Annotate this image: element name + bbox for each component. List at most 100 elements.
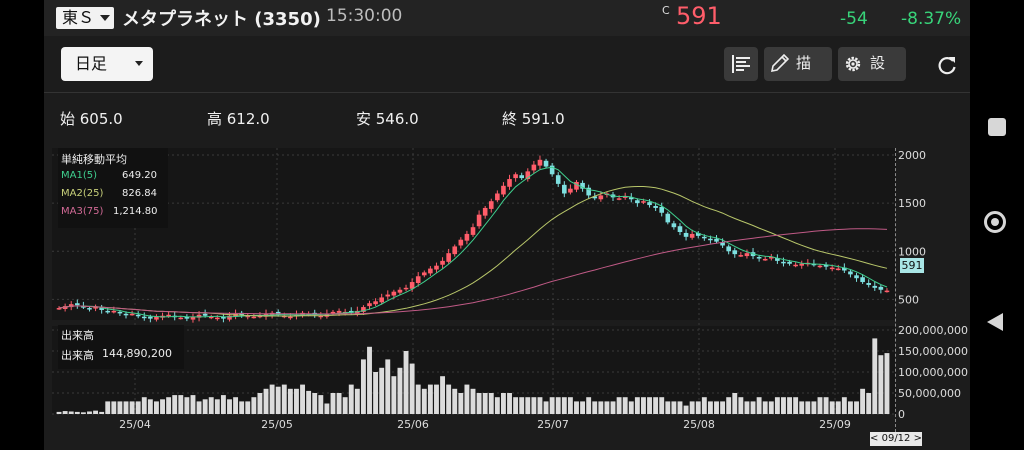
candle-body bbox=[817, 265, 823, 268]
volume-bar bbox=[306, 390, 312, 414]
volume-bar bbox=[720, 401, 726, 414]
candle-body bbox=[227, 315, 232, 320]
volume-bar bbox=[823, 397, 829, 414]
candle-body bbox=[99, 308, 104, 310]
chevron-down-icon bbox=[135, 61, 143, 66]
volume-bar bbox=[860, 388, 866, 414]
candle-body bbox=[93, 307, 98, 309]
volume-bar bbox=[464, 384, 470, 414]
candle-body bbox=[123, 313, 129, 316]
draw-button[interactable]: 描画 bbox=[764, 47, 832, 81]
candle-body bbox=[787, 261, 792, 264]
candle-body bbox=[428, 268, 433, 274]
back-icon[interactable] bbox=[987, 313, 1003, 331]
volume-bar bbox=[281, 384, 287, 414]
ma1-line bbox=[58, 166, 888, 318]
volume-bar bbox=[604, 401, 610, 414]
price-chart[interactable]: 25/04 25/05 25/06 25/07 25/08 25/09 500 1000 150… bbox=[44, 0, 970, 450]
candle-body bbox=[464, 233, 470, 241]
volume-bar bbox=[379, 367, 385, 414]
candle-body bbox=[562, 184, 567, 194]
volume-bar bbox=[525, 397, 531, 414]
candle-body bbox=[476, 214, 482, 227]
refresh-icon[interactable] bbox=[936, 54, 958, 76]
volume-bar bbox=[342, 397, 348, 414]
ma3-value: 1,214.80 bbox=[113, 206, 158, 217]
volume-bar bbox=[245, 401, 251, 414]
pencil-icon bbox=[770, 53, 790, 73]
candle-body bbox=[823, 264, 829, 267]
volume-bar bbox=[494, 397, 500, 414]
candle-body bbox=[330, 311, 336, 314]
candle-body bbox=[379, 297, 384, 303]
candle-body bbox=[884, 290, 890, 293]
date-cursor-tag[interactable]: < 09/12 > bbox=[870, 432, 922, 446]
volume-bar bbox=[549, 397, 555, 414]
candle-body bbox=[811, 263, 817, 266]
candle-body bbox=[166, 314, 171, 317]
y-tick-label: 0 bbox=[898, 408, 905, 421]
candle-body bbox=[318, 315, 324, 318]
volume-label: 出来高 bbox=[61, 349, 94, 362]
candle-body bbox=[501, 185, 506, 195]
volume-bar bbox=[500, 393, 506, 414]
y-tick-label: 1000 bbox=[898, 245, 926, 258]
y-tick-label: 100,000,000 bbox=[898, 366, 968, 379]
volume-bar bbox=[415, 384, 421, 414]
candle-body bbox=[768, 257, 774, 259]
x-tick-label: 25/05 bbox=[261, 418, 293, 431]
candle-body bbox=[105, 310, 111, 313]
candle-body bbox=[574, 181, 579, 190]
candle-body bbox=[628, 197, 634, 200]
home-icon[interactable] bbox=[984, 211, 1006, 233]
settings-button[interactable]: 設定 bbox=[838, 47, 906, 81]
volume-bar bbox=[829, 401, 835, 414]
ohlc-low: 安 546.0 bbox=[356, 110, 419, 128]
x-tick-label: 25/07 bbox=[537, 418, 569, 431]
price-change-percent: -8.37% bbox=[901, 9, 962, 29]
candle-body bbox=[695, 232, 701, 236]
volume-bar bbox=[93, 410, 99, 414]
volume-bar bbox=[592, 401, 598, 414]
volume-bar bbox=[220, 395, 226, 414]
volume-bar bbox=[470, 388, 476, 414]
volume-bar bbox=[616, 397, 622, 414]
recent-apps-icon[interactable] bbox=[988, 118, 1006, 136]
candle-body bbox=[860, 277, 865, 283]
candle-body bbox=[531, 164, 537, 171]
volume-bar bbox=[732, 393, 738, 414]
volume-bar bbox=[300, 384, 305, 414]
candle-body bbox=[434, 265, 439, 270]
volume-bar bbox=[385, 359, 391, 414]
volume-bar bbox=[683, 405, 689, 414]
y-tick-label: 500 bbox=[898, 293, 919, 306]
volume-bar bbox=[555, 397, 561, 414]
candle-body bbox=[81, 306, 86, 308]
settings-label: 設定 bbox=[870, 54, 890, 72]
indicator-list-button[interactable] bbox=[724, 47, 758, 81]
volume-bar bbox=[586, 397, 592, 414]
candle-body bbox=[154, 316, 159, 320]
volume-value: 144,890,200 bbox=[102, 347, 172, 360]
candle-body bbox=[726, 246, 731, 252]
volume-bar bbox=[750, 401, 756, 414]
volume-bar bbox=[847, 401, 853, 414]
exchange-select[interactable]: 東Ｓ bbox=[56, 7, 114, 29]
candle-body bbox=[762, 258, 768, 261]
candle-body bbox=[495, 193, 500, 201]
candle-body bbox=[507, 179, 512, 187]
candle-body bbox=[452, 246, 458, 255]
candle-body bbox=[714, 238, 719, 242]
period-select[interactable]: 日足 bbox=[61, 47, 153, 81]
volume-bar bbox=[659, 397, 665, 414]
volume-bar bbox=[476, 393, 482, 414]
candle-body bbox=[829, 267, 835, 270]
candle-body bbox=[208, 316, 214, 319]
chart-toolbar: 日足 描画 設定 bbox=[44, 36, 970, 93]
volume-bar bbox=[99, 411, 105, 414]
volume-bar bbox=[628, 401, 634, 414]
candle-body bbox=[781, 261, 786, 264]
candle-body bbox=[367, 303, 372, 307]
candle-body bbox=[616, 198, 622, 200]
volume-bar bbox=[641, 397, 646, 414]
